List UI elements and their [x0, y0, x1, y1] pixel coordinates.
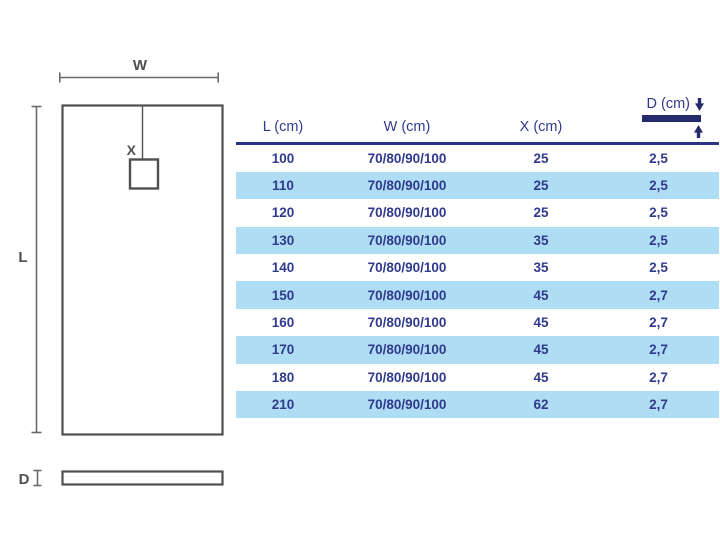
- dimensions-table: L (cm) W (cm) X (cm) D (cm) 100: [236, 95, 719, 419]
- table-row: 140 70/80/90/100 35 2,5: [236, 254, 719, 281]
- length-label: L: [18, 249, 27, 266]
- cell-depth: 2,5: [649, 178, 668, 194]
- cell-length: 100: [271, 150, 295, 166]
- cell-width: 70/80/90/100: [367, 260, 447, 276]
- arrow-up-icon: [694, 125, 703, 138]
- length-dimension-line: [31, 105, 42, 434]
- header-separator-line: [236, 142, 719, 145]
- cell-depth: 2,7: [649, 397, 668, 413]
- header-width: W (cm): [383, 119, 431, 135]
- drain-square: [128, 158, 160, 190]
- cell-drain-offset: 45: [533, 342, 549, 358]
- table-row: 100 70/80/90/100 25 2,5: [236, 145, 719, 172]
- table-row: 110 70/80/90/100 25 2,5: [236, 171, 719, 200]
- cell-length: 130: [271, 232, 295, 248]
- cell-length: 140: [271, 260, 295, 276]
- cell-drain-offset: 45: [533, 287, 549, 303]
- cell-length: 150: [271, 287, 295, 303]
- cell-width: 70/80/90/100: [367, 232, 447, 248]
- cell-length: 180: [271, 369, 295, 385]
- cell-width: 70/80/90/100: [367, 369, 447, 385]
- depth-tick-icon: [33, 469, 42, 487]
- cell-width: 70/80/90/100: [367, 397, 447, 413]
- tray-diagram-svg: W X L D: [18, 57, 224, 488]
- tray-diagram: W X L D: [0, 0, 235, 540]
- cell-drain-offset: 25: [533, 150, 549, 166]
- cell-length: 170: [271, 342, 295, 358]
- header-drain-offset: X (cm): [519, 119, 563, 135]
- cell-length: 210: [271, 397, 295, 413]
- table-header: L (cm) W (cm) X (cm) D (cm): [236, 95, 719, 142]
- table-row: 180 70/80/90/100 45 2,7: [236, 364, 719, 391]
- drain-offset-label: X: [127, 142, 137, 158]
- table-row: 160 70/80/90/100 45 2,7: [236, 309, 719, 336]
- cell-depth: 2,7: [649, 342, 668, 358]
- table-row: 130 70/80/90/100 35 2,5: [236, 226, 719, 255]
- cell-depth: 2,7: [649, 287, 668, 303]
- cell-drain-offset: 25: [533, 178, 549, 194]
- cell-depth: 2,5: [649, 205, 668, 221]
- arrow-down-icon: [695, 97, 704, 111]
- cell-depth: 2,5: [649, 232, 668, 248]
- depth-bar-icon: [642, 115, 701, 122]
- cell-depth: 2,7: [649, 369, 668, 385]
- cell-drain-offset: 45: [533, 315, 549, 331]
- cell-depth: 2,7: [649, 315, 668, 331]
- cell-width: 70/80/90/100: [367, 205, 447, 221]
- cell-drain-offset: 62: [533, 397, 549, 413]
- cell-width: 70/80/90/100: [367, 150, 447, 166]
- cell-length: 110: [272, 178, 294, 194]
- cell-width: 70/80/90/100: [367, 287, 447, 303]
- depth-label: D: [19, 471, 30, 488]
- cell-depth: 2,5: [649, 150, 668, 166]
- cell-drain-offset: 45: [533, 369, 549, 385]
- cell-width: 70/80/90/100: [367, 315, 447, 331]
- cell-drain-offset: 35: [533, 232, 549, 248]
- table-body: 100 70/80/90/100 25 2,5 110 70/80/90/100…: [236, 145, 719, 419]
- width-label: W: [133, 57, 148, 74]
- cell-drain-offset: 35: [533, 260, 549, 276]
- cell-depth: 2,5: [649, 260, 668, 276]
- table-row: 120 70/80/90/100 25 2,5: [236, 199, 719, 226]
- cell-drain-offset: 25: [533, 205, 549, 221]
- cell-width: 70/80/90/100: [367, 342, 447, 358]
- cell-length: 160: [271, 315, 295, 331]
- header-depth-group: D (cm): [642, 96, 704, 138]
- cell-width: 70/80/90/100: [367, 178, 447, 194]
- width-dimension-line: [58, 72, 219, 83]
- table-row: 150 70/80/90/100 45 2,7: [236, 281, 719, 309]
- table-row: 210 70/80/90/100 62 2,7: [236, 391, 719, 419]
- cell-length: 120: [271, 205, 295, 221]
- tray-side-view: [61, 470, 224, 486]
- header-depth: D (cm): [646, 96, 691, 112]
- table-row: 170 70/80/90/100 45 2,7: [236, 336, 719, 364]
- header-length: L (cm): [262, 119, 304, 135]
